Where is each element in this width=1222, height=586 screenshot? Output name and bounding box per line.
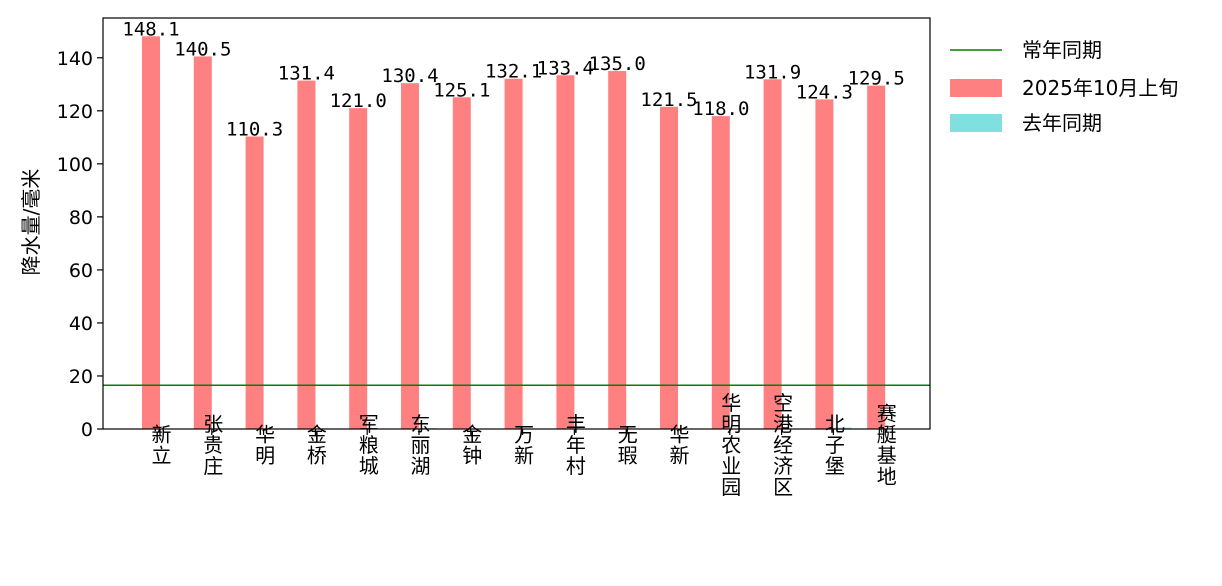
y-tick-label: 0 <box>81 419 93 441</box>
bar-value-label: 131.4 <box>278 63 335 85</box>
x-category-label: 华明农业园 <box>718 392 742 497</box>
bar-2025-oct-early <box>608 71 627 429</box>
bar-value-label: 148.1 <box>122 18 179 40</box>
x-category-label: 万新 <box>511 424 535 466</box>
bar-2025-oct-early <box>452 97 471 429</box>
bar-value-label: 121.5 <box>640 89 697 111</box>
y-tick-label: 100 <box>57 154 93 176</box>
bar-value-label: 140.5 <box>174 38 231 60</box>
bar-2025-oct-early <box>401 83 419 429</box>
legend-label-normal: 常年同期 <box>1022 38 1102 62</box>
y-axis-title: 降水量/毫米 <box>19 169 43 276</box>
x-category-label: 赛艇基地 <box>873 403 897 487</box>
bar-value-label: 125.1 <box>433 79 490 101</box>
y-tick-label: 120 <box>57 101 93 123</box>
x-category-label: 张贵庄 <box>200 413 224 476</box>
x-axis: 新立 张贵庄 华明 金桥 军粮城 东丽湖 金钟 万新 丰年村 无瑕 华新 华明农业园 空港经济区 北子堡 赛… <box>148 392 897 497</box>
y-tick-label: 20 <box>69 366 93 388</box>
x-category-label: 新立 <box>148 424 172 466</box>
y-tick-label: 60 <box>69 260 93 282</box>
bar-2025-oct-early <box>763 79 782 429</box>
bar-2025-oct-early <box>867 85 886 430</box>
x-category-label: 东丽湖 <box>407 413 431 476</box>
bar-value-label: 110.3 <box>226 119 283 141</box>
x-category-label: 金钟 <box>459 424 483 466</box>
bar-2025-oct-early <box>142 36 160 429</box>
bar-value-label: 133.4 <box>537 57 594 79</box>
bar-value-label: 118.0 <box>692 98 749 120</box>
bar-last-year <box>833 427 852 429</box>
legend-swatch-last-year <box>950 114 1002 132</box>
bar-2025-oct-early <box>297 80 316 429</box>
legend-swatch-2025 <box>950 79 1002 97</box>
x-category-label: 丰年村 <box>562 413 586 476</box>
bar-2025-oct-early <box>245 136 264 429</box>
y-axis: 0 20 40 60 80 100 120 140 <box>57 48 103 441</box>
bar-2025-oct-early <box>660 106 678 429</box>
x-category-label: 空港经济区 <box>770 392 794 497</box>
y-tick-label: 40 <box>69 313 93 335</box>
legend-label-2025: 2025年10月上旬 <box>1022 76 1178 100</box>
bars-layer <box>142 36 886 430</box>
x-category-label: 军粮城 <box>355 414 379 477</box>
bar-value-label: 124.3 <box>796 81 853 103</box>
bar-2025-oct-early <box>349 108 368 429</box>
x-category-label: 无瑕 <box>614 424 638 466</box>
bar-value-label: 131.9 <box>744 61 801 83</box>
x-category-label: 金桥 <box>303 424 327 466</box>
bar-value-label: 129.5 <box>848 68 905 90</box>
x-category-label: 华新 <box>666 424 690 466</box>
bar-value-label: 121.0 <box>330 90 387 112</box>
bar-2025-oct-early <box>504 78 523 430</box>
plot-frame <box>102 17 931 430</box>
bar-value-label: 132.1 <box>485 61 542 83</box>
bar-2025-oct-early <box>193 56 212 429</box>
bar-2025-oct-early <box>711 116 730 429</box>
legend-label-last-year: 去年同期 <box>1022 111 1102 135</box>
bar-value-label: 135.0 <box>589 53 646 75</box>
bar-value-label: 130.4 <box>381 65 438 87</box>
x-category-label: 北子堡 <box>821 413 845 476</box>
bar-2025-oct-early <box>556 75 575 429</box>
x-category-label: 华明 <box>252 424 276 466</box>
y-tick-label: 140 <box>57 48 93 70</box>
bar-2025-oct-early <box>815 99 834 430</box>
y-tick-label: 80 <box>69 207 93 229</box>
